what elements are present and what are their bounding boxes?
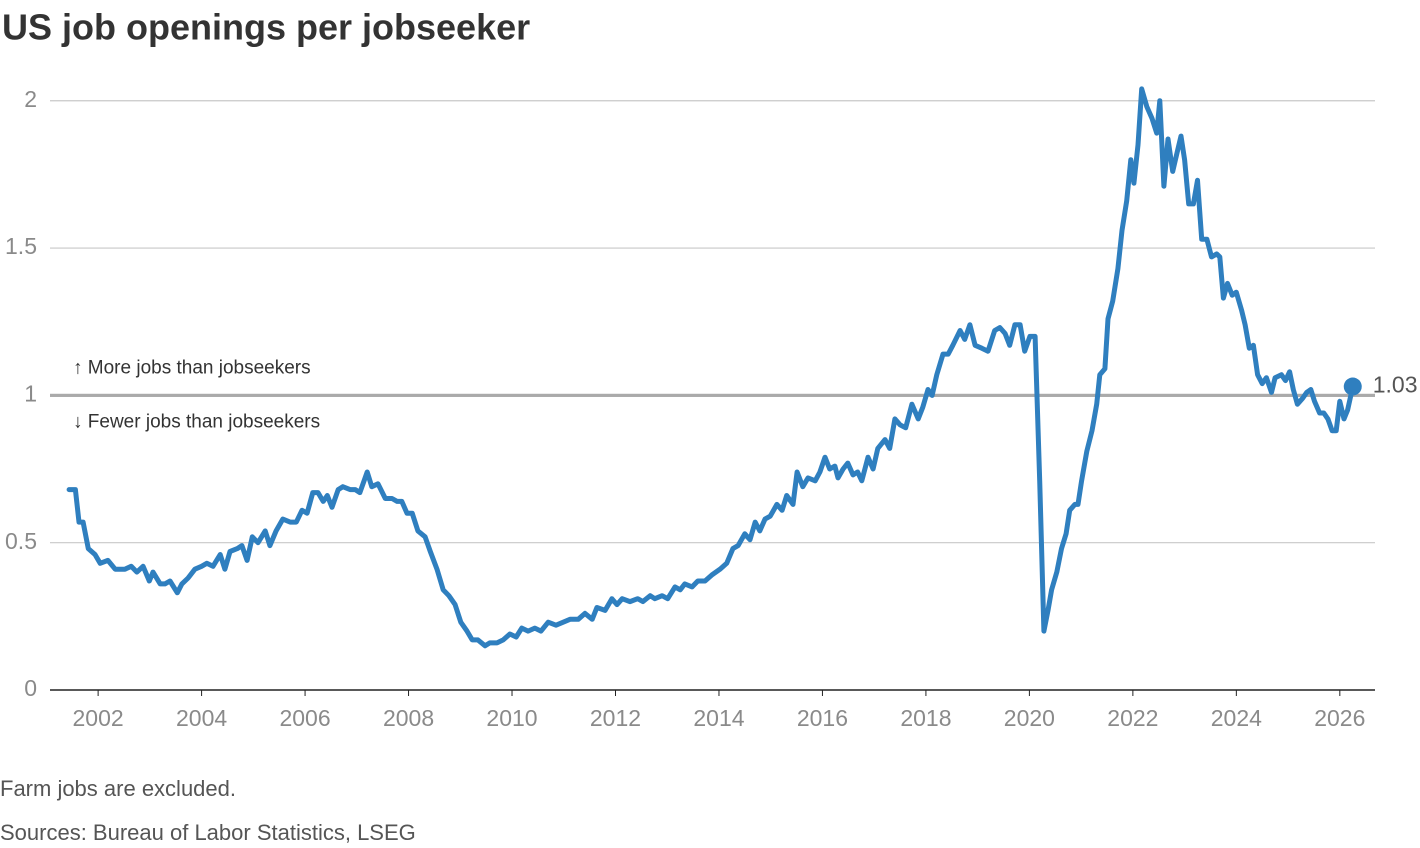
source: Sources: Bureau of Labor Statistics, LSE… [0,820,416,845]
y-tick-label: 0.5 [5,528,37,554]
note: Farm jobs are excluded. [0,776,236,801]
x-tick-label: 2024 [1211,705,1262,731]
y-tick-label: 1.5 [5,233,37,259]
annotation: ↑ More jobs than jobseekers [73,357,311,378]
data-line [66,86,1356,649]
x-tick-label: 2016 [797,705,848,731]
end-point [1343,377,1362,396]
x-tick-label: 2026 [1314,705,1365,731]
annotation: ↓ Fewer jobs than jobseekers [73,411,320,432]
y-tick-label: 0 [24,675,37,701]
x-tick-label: 2018 [900,705,951,731]
y-tick-label: 1 [24,380,37,406]
x-tick-label: 2010 [486,705,537,731]
end-label: 1.03 [1373,372,1418,398]
x-tick-label: 2002 [73,705,124,731]
y-tick-label: 2 [24,86,37,112]
chart-title: US job openings per jobseeker [2,7,530,48]
x-tick-label: 2022 [1107,705,1158,731]
x-tick-label: 2006 [279,705,330,731]
x-tick-label: 2020 [1004,705,1055,731]
x-tick-label: 2014 [693,705,744,731]
x-tick-label: 2012 [590,705,641,731]
x-tick-label: 2008 [383,705,434,731]
x-tick-label: 2004 [176,705,227,731]
